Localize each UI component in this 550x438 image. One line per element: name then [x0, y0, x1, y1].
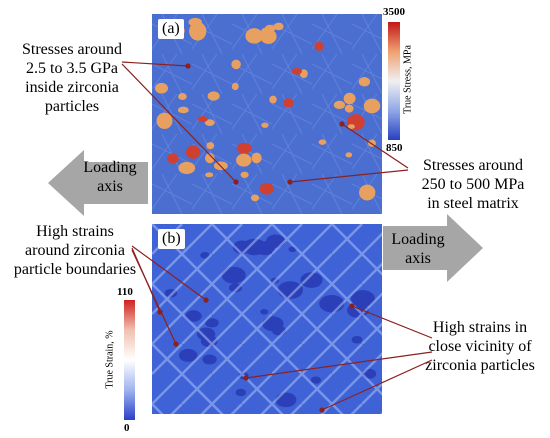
- annotation-strain-vicinity: High strains in close vicinity of zircon…: [412, 318, 548, 375]
- stress-colorbar: [388, 22, 400, 140]
- zirconia-particle: [261, 122, 269, 128]
- zirconia-particle: [345, 152, 353, 158]
- strain-colorbar-min: 0: [124, 422, 130, 434]
- zirconia-particle: [259, 182, 274, 195]
- stress-colorbar-max: 3500: [383, 6, 405, 18]
- note-line: Stresses around: [22, 41, 122, 58]
- zirconia-particle: [189, 21, 207, 41]
- zirconia-particle: [205, 172, 214, 178]
- zirconia-particle: [213, 161, 228, 171]
- zirconia-particle: [167, 153, 179, 164]
- stress-colorbar-label: True Stress, MPa: [402, 45, 414, 114]
- zirconia-particle: [204, 153, 215, 164]
- annotation-stress-zirconia: Stresses around 2.5 to 3.5 GPa inside zi…: [2, 40, 142, 116]
- strain-map-panel: [152, 224, 382, 414]
- zirconia-particle: [178, 93, 187, 100]
- strain-colorbar-label: True Strain, %: [104, 330, 116, 389]
- zirconia-particle: [251, 152, 262, 164]
- zirconia-particle: [314, 41, 324, 51]
- note-line: close vicinity of: [428, 338, 532, 355]
- note-line: 2.5 to 3.5 GPa: [26, 60, 118, 77]
- panel-b-label: (b): [158, 229, 185, 249]
- strain-colorbar: [124, 300, 135, 420]
- zirconia-particle: [236, 142, 252, 154]
- zirconia-particle: [344, 104, 354, 113]
- note-line: zirconia particles: [425, 357, 535, 374]
- stress-map-panel: [152, 14, 382, 214]
- zirconia-particle: [188, 17, 202, 27]
- zirconia-particle: [156, 112, 173, 129]
- note-line: particle boundaries: [13, 261, 137, 278]
- zirconia-particle: [333, 100, 346, 110]
- right-loading-line-1: Loading: [391, 231, 445, 248]
- note-line: Stresses around: [423, 157, 523, 174]
- left-loading-line-2: axis: [97, 178, 123, 195]
- right-loading-arrow: [383, 214, 483, 282]
- zirconia-particle: [283, 98, 294, 108]
- note-line: particles: [44, 98, 100, 115]
- zirconia-particle: [240, 171, 249, 178]
- stress-map-image: [152, 14, 382, 214]
- zirconia-particle: [264, 24, 276, 33]
- note-line: 250 to 500 MPa: [421, 176, 525, 193]
- zirconia-particle: [318, 139, 327, 145]
- zirconia-particle: [207, 91, 220, 101]
- zirconia-particle: [185, 145, 201, 159]
- zirconia-particle: [154, 82, 169, 94]
- panel-a-label: (a): [158, 19, 184, 39]
- note-line: around zirconia: [25, 242, 125, 259]
- zirconia-particle: [178, 161, 196, 175]
- zirconia-particle: [197, 116, 208, 123]
- zirconia-particle: [177, 106, 189, 114]
- strain-colorbar-max: 110: [117, 286, 133, 298]
- zirconia-particle: [358, 77, 371, 87]
- annotation-strain-boundaries: High strains around zirconia particle bo…: [0, 222, 150, 279]
- note-line: in steel matrix: [427, 195, 519, 212]
- zirconia-particle: [236, 153, 252, 167]
- zirconia-particle: [273, 22, 284, 31]
- zirconia-particle: [368, 139, 376, 147]
- right-loading-line-2: axis: [405, 250, 431, 267]
- zirconia-particle: [347, 124, 355, 129]
- stress-colorbar-min: 850: [386, 142, 403, 154]
- note-line: High strains: [36, 223, 114, 240]
- note-line: High strains in: [432, 319, 528, 336]
- left-loading-line-1: Loading: [83, 159, 137, 176]
- strain-map-image: [152, 224, 382, 414]
- zirconia-particle: [269, 95, 277, 104]
- right-loading-label: Loading axis: [388, 230, 448, 268]
- zirconia-particle: [343, 92, 356, 105]
- zirconia-particle: [231, 82, 239, 91]
- zirconia-particle: [291, 68, 302, 75]
- note-line: inside zirconia: [25, 79, 119, 96]
- annotation-stress-steel: Stresses around 250 to 500 MPa in steel …: [398, 156, 548, 213]
- zirconia-particle: [363, 98, 381, 114]
- left-loading-label: Loading axis: [80, 158, 140, 196]
- zirconia-particle: [250, 194, 260, 202]
- zirconia-particle: [206, 142, 215, 150]
- zirconia-particle: [245, 28, 264, 44]
- zirconia-particle: [231, 59, 241, 70]
- zirconia-particle: [359, 184, 376, 201]
